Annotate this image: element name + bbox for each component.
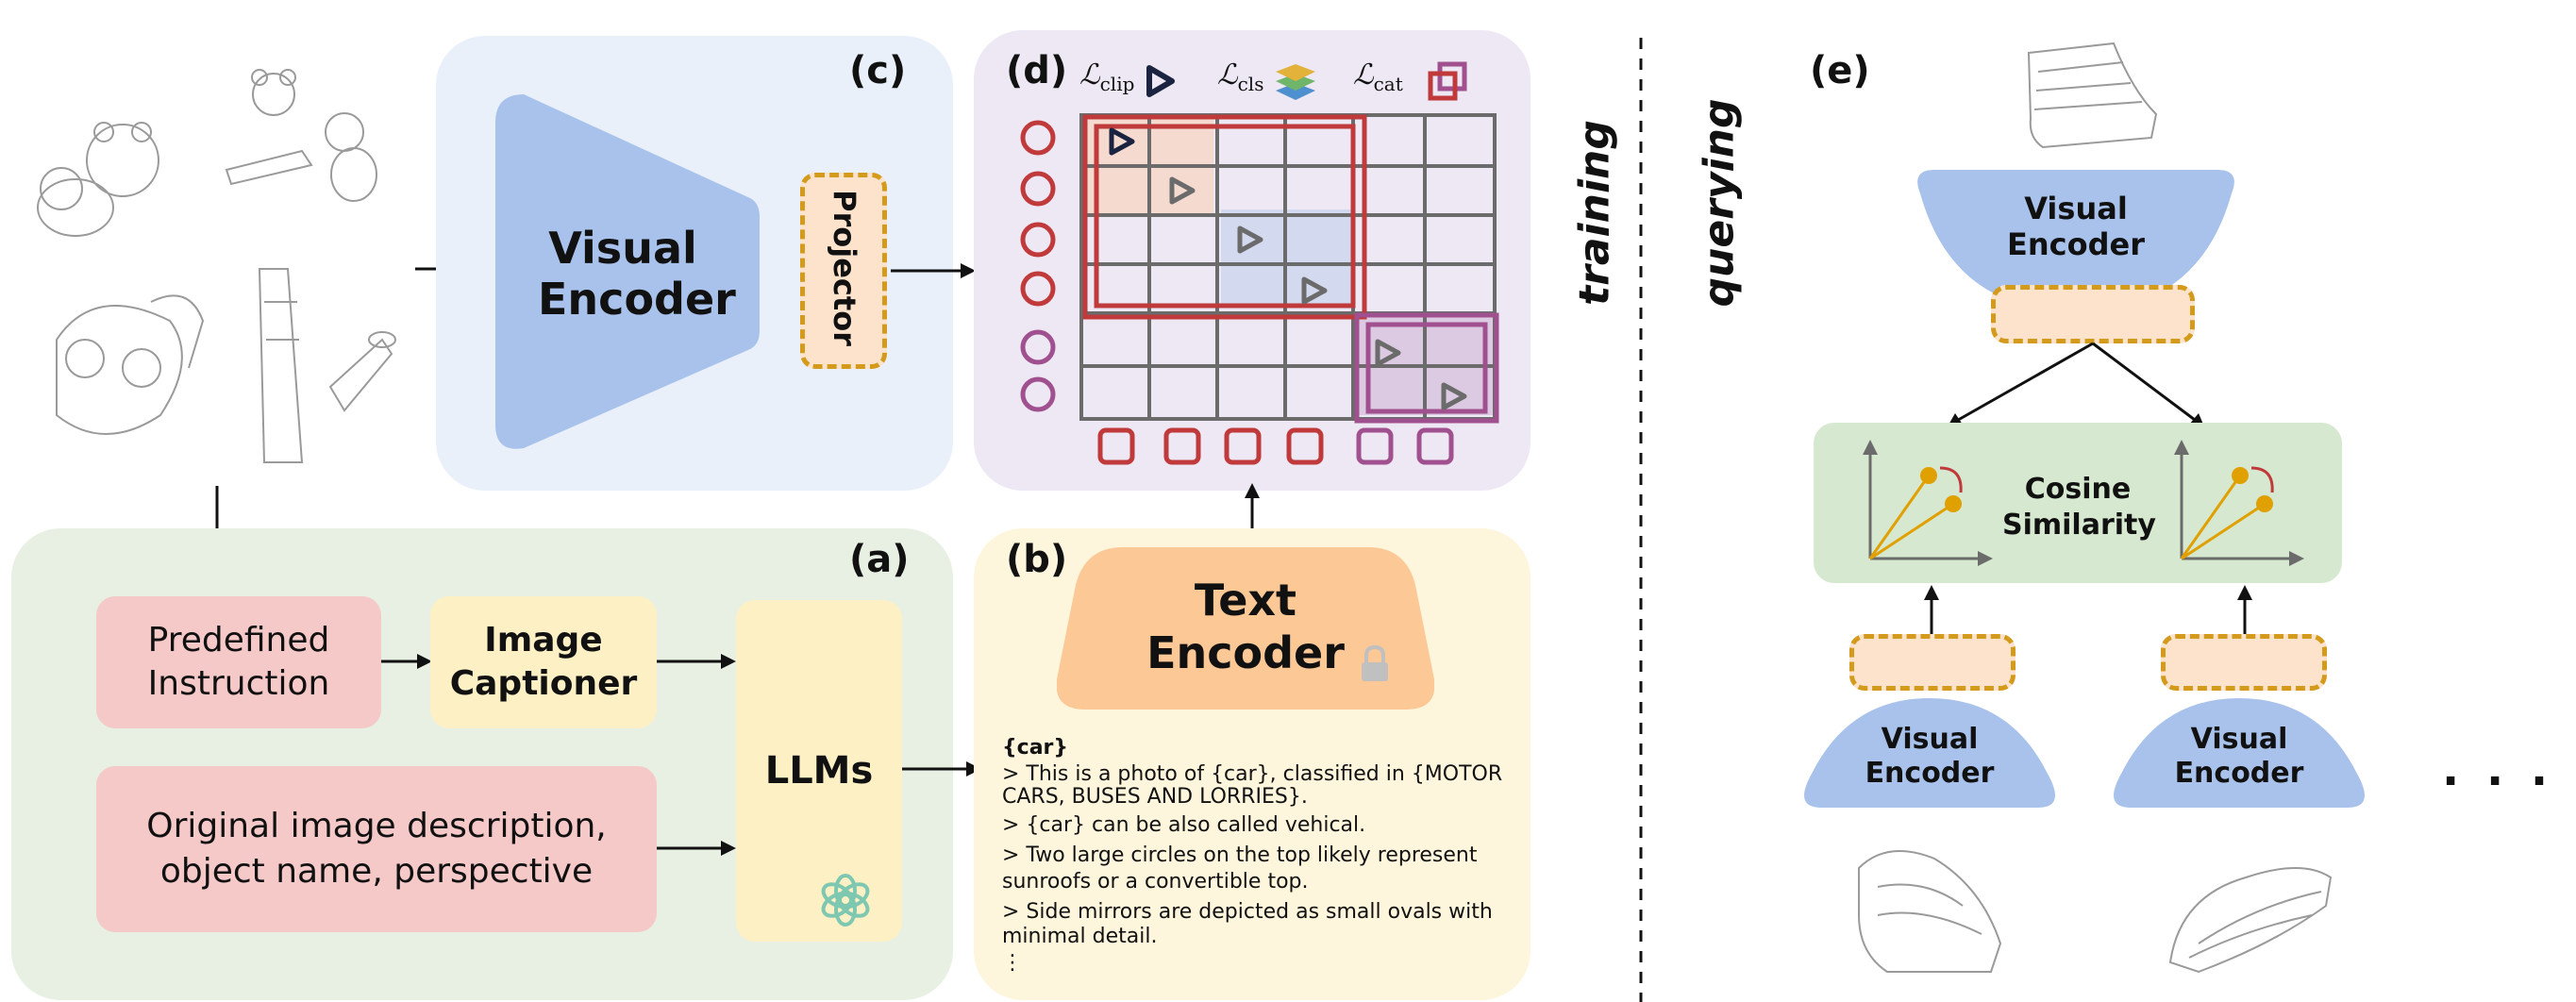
loss-cat-label: ℒcat (1353, 58, 1403, 95)
ellipsis-more: · · · (2442, 755, 2554, 808)
row-sketch-thumbnails (1020, 120, 1056, 412)
predefined-instruction-label: Predefined Instruction (147, 621, 330, 703)
visual-encoder-left-shape (1804, 698, 2055, 808)
divider-dashed-line (1639, 38, 1643, 1002)
cosine-similarity-label: Cosine Similarity (2002, 473, 2156, 542)
sketch-images (37, 69, 396, 463)
bear-sketch-2 (225, 69, 377, 202)
llms-box: LLMs (736, 600, 902, 942)
panel-label-b: (b) (1006, 538, 1068, 581)
panel-label-a: (a) (849, 538, 910, 581)
visual-encoder-left-label: Visual Encoder (1865, 723, 1995, 790)
shoe-sketch-top (2027, 42, 2158, 149)
loss-cls-label: ℒcls (1217, 58, 1264, 95)
arrow-captioner-to-llms (657, 654, 736, 669)
arrow-llms-to-description (902, 761, 981, 777)
image-captioner-box: Image Captioner (430, 596, 657, 728)
loss-clip-label: ℒclip (1079, 58, 1135, 95)
arrow-right-encoder-up (2237, 585, 2252, 640)
panel-label-c: (c) (849, 49, 907, 92)
cls-layers-icon (1276, 64, 1315, 100)
desc-line-0: {car} (1002, 736, 1069, 760)
car-sketch (56, 294, 205, 435)
cosine-similarity-box (1814, 423, 2342, 583)
training-label: training (1570, 120, 1619, 306)
bear-sketch-1 (37, 122, 159, 237)
desc-line-5: sunroofs or a convertible top. (1002, 870, 1309, 893)
visual-encoder-right-label: Visual Encoder (2174, 723, 2304, 790)
shoe-sketch-bottom-right (2168, 867, 2333, 974)
arrow-left-encoder-up (1924, 585, 1939, 640)
projector-right-box (2161, 634, 2327, 691)
shoe-sketch-bottom-left (1858, 850, 2002, 973)
text-encoder-label: Text Encoder (1146, 575, 1345, 678)
diagonal-match-icons (1109, 127, 1467, 410)
clip-triangle-icon (1146, 65, 1175, 97)
visual-encoder-top-shape (1917, 170, 2234, 311)
arrow-instruction-to-captioner (381, 654, 432, 669)
panel-label-d: (d) (1006, 49, 1068, 92)
desc-line-1: > This is a photo of {car}, classified i… (1002, 762, 1503, 786)
visual-encoder-shape (495, 94, 760, 449)
llms-label: LLMs (764, 749, 874, 793)
arrow-projector-to-grid (891, 263, 976, 278)
desc-line-3: > {car} can be also called vehical. (1002, 813, 1366, 837)
panel-label-e: (e) (1810, 49, 1870, 92)
red-category-frames (1082, 114, 1367, 320)
text-encoder-shape (1057, 547, 1434, 710)
cosine-plot-right (2174, 440, 2304, 566)
cosine-plot-left (1863, 440, 1993, 566)
similarity-matrix (1020, 113, 1499, 465)
projector-label: Projector (827, 190, 862, 346)
column-text-thumbnails (1097, 427, 1454, 465)
arrow-description-to-llms (657, 841, 736, 856)
bottle-sketch (258, 268, 396, 463)
desc-line-2: CARS, BUSES AND LORRIES}. (1002, 785, 1308, 809)
lock-icon (1362, 645, 1388, 681)
visual-encoder-right-shape (2114, 698, 2365, 808)
desc-line-8: ⋮ (1002, 951, 1023, 975)
image-captioner-label: Image Captioner (449, 621, 638, 703)
arrows-to-cosine (1948, 342, 2204, 426)
querying-label: querying (1695, 98, 1744, 308)
visual-encoder-label: Visual Encoder (538, 223, 736, 325)
predefined-instruction-box: Predefined Instruction (96, 596, 381, 728)
desc-line-4: > Two large circles on the top likely re… (1002, 843, 1478, 867)
desc-line-6: > Side mirrors are depicted as small ova… (1002, 900, 1493, 924)
desc-line-7: minimal detail. (1002, 925, 1158, 948)
original-description-box: Original image description, object name,… (96, 766, 657, 932)
cat-squares-icon (1428, 61, 1467, 101)
openai-logo-icon (821, 874, 870, 927)
projector-top-box (1991, 285, 2195, 343)
original-description-label: Original image description, object name,… (146, 807, 607, 891)
visual-encoder-top-label: Visual Encoder (2007, 191, 2145, 262)
purple-category-frames (1354, 312, 1499, 424)
projector-left-box (1849, 634, 2016, 691)
projector-box (800, 173, 887, 369)
